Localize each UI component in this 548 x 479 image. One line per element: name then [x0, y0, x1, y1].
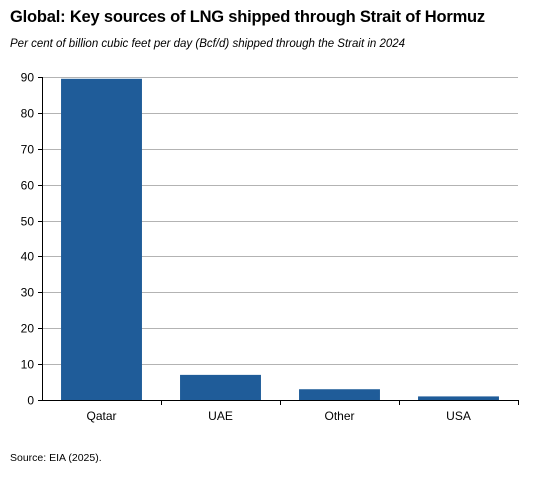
tick-labels: 0 10 20 30 40 50 60 70 80 90 Qatar UAE Other USA	[21, 71, 471, 424]
x-tick-label: Qatar	[86, 409, 116, 423]
axes	[38, 77, 519, 405]
bar-uae	[180, 374, 261, 400]
bar-usa	[418, 396, 499, 400]
bar-other	[299, 389, 380, 400]
x-tick-label: USA	[446, 409, 471, 423]
x-tick-label: UAE	[208, 409, 233, 423]
y-tick-label: 90	[21, 71, 35, 85]
y-tick-label: 40	[21, 250, 35, 264]
y-tick-label: 80	[21, 107, 35, 121]
bars	[61, 78, 499, 401]
chart-title: Global: Key sources of LNG shipped throu…	[10, 8, 485, 26]
bar-qatar	[61, 78, 142, 401]
x-tick-label: Other	[324, 409, 354, 423]
y-tick-label: 10	[21, 358, 35, 372]
chart-subtitle: Per cent of billion cubic feet per day (…	[10, 38, 406, 50]
y-tick-label: 20	[21, 322, 35, 336]
y-tick-label: 30	[21, 286, 35, 300]
y-tick-label: 60	[21, 179, 35, 193]
y-tick-label: 70	[21, 143, 35, 157]
y-tick-label: 0	[27, 394, 34, 408]
y-tick-label: 50	[21, 215, 35, 229]
source-note: Source: EIA (2025).	[10, 452, 102, 464]
